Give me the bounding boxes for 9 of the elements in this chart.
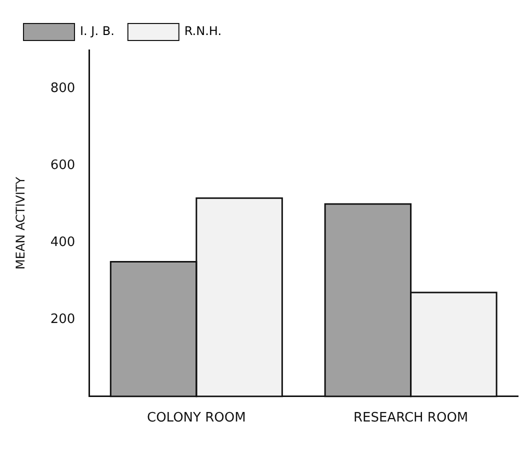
x-tick-label: COLONY ROOM: [146, 410, 246, 426]
y-tick-label: 400: [50, 234, 76, 250]
legend-label: I. J. B.: [80, 24, 114, 38]
y-tick-label: 200: [50, 312, 76, 327]
x-tick-label: RESEARCH ROOM: [353, 410, 468, 426]
y-tick-label: 800: [50, 80, 76, 96]
legend-label: R.N.H.: [184, 24, 222, 38]
y-tick-label: 600: [50, 158, 76, 173]
y-axis-title: MEAN ACTIVITY: [13, 176, 28, 270]
